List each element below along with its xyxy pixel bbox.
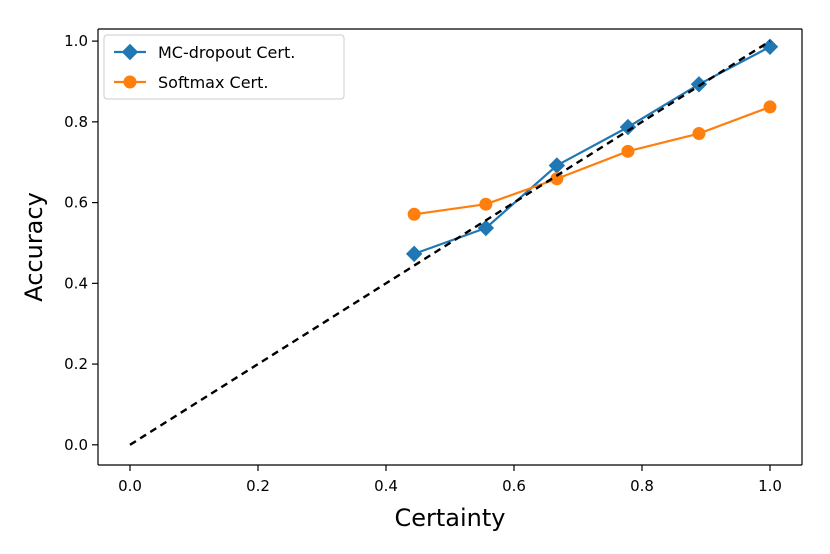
- y-axis-label: Accuracy: [20, 192, 48, 302]
- series-group: [405, 38, 779, 263]
- reference-identity-line: [129, 40, 771, 446]
- x-tick-label: 0.4: [374, 477, 398, 495]
- softmax-series-line: [413, 105, 772, 216]
- mc-dropout-series-line: [413, 45, 772, 255]
- softmax-data-point: [621, 144, 635, 158]
- mc-dropout-data-point: [690, 76, 708, 93]
- x-tick-label: 0.2: [246, 477, 270, 495]
- y-tick-label: 1.0: [64, 32, 88, 50]
- y-tick-label: 0.2: [64, 355, 88, 373]
- x-tick-label: 0.8: [630, 477, 654, 495]
- softmax-data-point: [407, 207, 421, 221]
- x-tick-label: 0.0: [118, 477, 142, 495]
- y-tick-label: 0.6: [64, 194, 88, 212]
- legend-mc-dropout-marker: [121, 43, 139, 61]
- y-tick-label: 0.0: [64, 436, 88, 454]
- legend: MC-dropout Cert. Softmax Cert.: [103, 34, 345, 100]
- legend-softmax-marker: [123, 75, 137, 89]
- x-tick-label: 1.0: [758, 477, 782, 495]
- mc-dropout-data-point: [477, 219, 495, 237]
- x-tick-label: 0.6: [502, 477, 526, 495]
- legend-softmax-label: Softmax Cert.: [158, 73, 268, 92]
- legend-box: [103, 34, 345, 100]
- x-axis-ticks: 0.0 0.2 0.4 0.6 0.8 1.0: [118, 465, 782, 495]
- y-tick-label: 0.4: [64, 274, 88, 292]
- mc-dropout-data-point: [619, 118, 637, 136]
- softmax-data-point: [692, 127, 706, 141]
- softmax-data-point: [763, 100, 777, 114]
- legend-mc-dropout-label: MC-dropout Cert.: [158, 43, 295, 62]
- y-axis-ticks: 0.0 0.2 0.4 0.6 0.8 1.0: [64, 32, 98, 454]
- softmax-data-point: [479, 197, 493, 211]
- x-axis-label: Certainty: [395, 504, 506, 532]
- mc-dropout-data-point: [405, 245, 423, 263]
- reference-line-group: [129, 40, 771, 446]
- legend-entries: MC-dropout Cert. Softmax Cert.: [114, 43, 295, 92]
- y-tick-label: 0.8: [64, 113, 88, 131]
- axes-frame: [97, 28, 803, 466]
